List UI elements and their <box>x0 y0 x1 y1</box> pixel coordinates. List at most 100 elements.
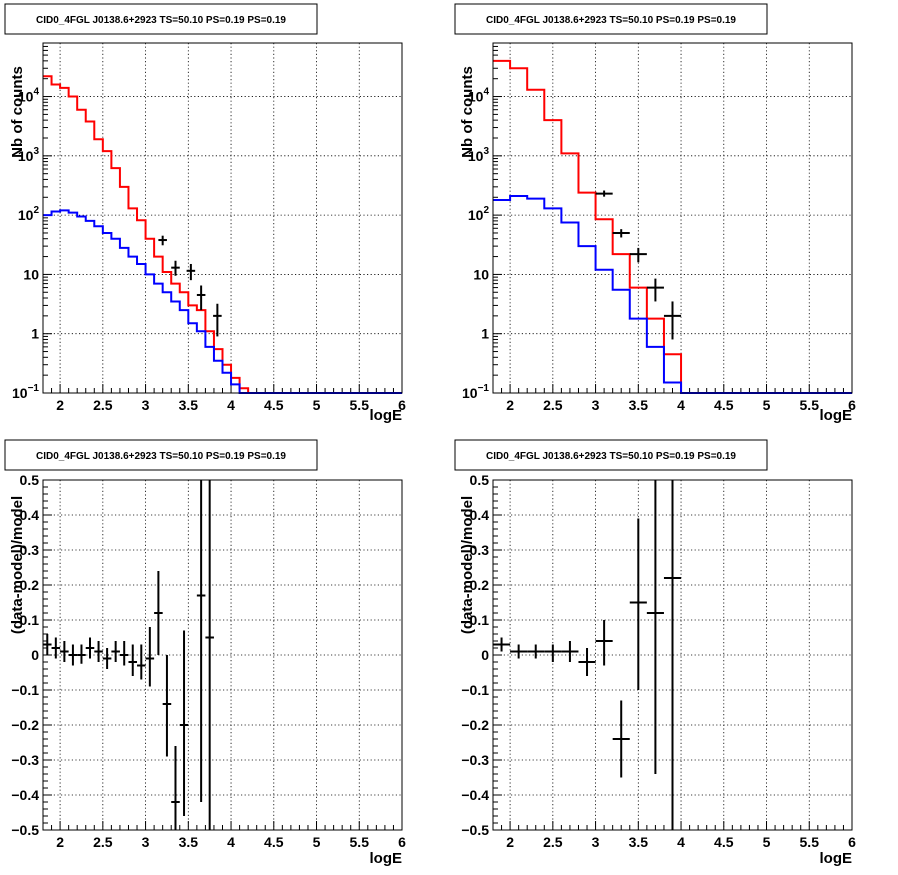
x-tick-label: 4 <box>677 834 685 850</box>
x-tick-labels: 2 2.5 3 3.5 4 4.5 5 5.5 6 <box>56 834 406 850</box>
data-point <box>595 190 613 197</box>
data-point <box>145 627 155 687</box>
data-point <box>85 637 95 659</box>
y-tick-label: 0.3 <box>20 542 40 558</box>
data-point <box>595 620 613 666</box>
panel-bottom-left: CID0_4FGL J0138.6+2923 TS=50.10 PS=0.19 … <box>4 439 406 867</box>
x-tick-labels: 2 2.5 3 3.5 4 4.5 5 5.5 6 <box>56 397 406 413</box>
plot-frame <box>492 479 853 831</box>
y-tick-label: 104 <box>18 87 40 105</box>
model-histogram-red <box>43 75 402 394</box>
y-tick-label: −0.2 <box>11 717 39 733</box>
x-tick-label: 5 <box>313 397 321 413</box>
data-point <box>171 260 180 276</box>
x-tick-label: 4 <box>227 834 235 850</box>
data-point <box>137 644 146 680</box>
y-tick-label: 10 <box>473 266 489 282</box>
data-point <box>51 637 61 659</box>
grid-lines <box>43 43 402 393</box>
x-tick-label: 6 <box>398 834 406 850</box>
plot-frame <box>492 42 853 394</box>
y-tick-label: 1 <box>481 326 489 342</box>
x-tick-label: 4 <box>677 397 685 413</box>
y-tick-label: 0.5 <box>470 472 490 488</box>
x-tick-label: 6 <box>398 397 406 413</box>
grid-lines <box>493 43 852 393</box>
data-point <box>128 644 138 676</box>
y-axis-title: (data-model)/model <box>459 496 476 634</box>
chart-title-box <box>454 439 768 471</box>
data-point <box>510 644 528 659</box>
model-histogram-blue <box>493 195 852 394</box>
chart-title: CID0_4FGL J0138.6+2923 TS=50.10 PS=0.19 … <box>36 451 286 462</box>
data-point <box>186 263 196 281</box>
data-point <box>493 637 511 652</box>
y-tick-label: −0.3 <box>461 752 489 768</box>
y-tick-label: −0.4 <box>11 787 39 803</box>
y-tick-label: 0.1 <box>20 612 40 628</box>
x-axis-title: logE <box>370 850 403 867</box>
x-tick-label: 6 <box>848 397 856 413</box>
model-histogram-red <box>493 59 852 394</box>
y-tick-label: 0.2 <box>470 577 490 593</box>
data-point <box>646 278 664 302</box>
model-histogram-blue <box>43 209 402 394</box>
plot-frame <box>42 42 403 394</box>
data-point <box>94 641 103 662</box>
data-point <box>102 648 112 669</box>
y-tick-label: −0.4 <box>461 787 489 803</box>
y-tick-label: 0.5 <box>20 472 40 488</box>
data-point <box>179 630 189 816</box>
y-tick-label: 10−1 <box>462 383 489 401</box>
x-tick-label: 5.5 <box>350 834 370 850</box>
data-point <box>68 644 78 666</box>
y-tick-labels: −0.5 −0.4 −0.3 −0.2 −0.1 0 0.1 0.2 0.3 0.4 0.5 <box>11 472 39 838</box>
data-point <box>629 518 647 690</box>
data-point <box>43 634 52 655</box>
axis-ticks <box>492 42 853 394</box>
grid-lines <box>493 480 852 830</box>
x-tick-label: 3 <box>142 397 150 413</box>
data-points <box>158 235 222 337</box>
y-tick-labels: 10−1 1 10 102 103 104 <box>12 87 39 401</box>
x-tick-label: 4.5 <box>264 834 284 850</box>
y-tick-label: 1 <box>31 326 39 342</box>
y-tick-label: 104 <box>468 87 490 105</box>
panel-bottom-right: CID0_4FGL J0138.6+2923 TS=50.10 PS=0.19 … <box>454 439 856 867</box>
x-tick-label: 5.5 <box>800 397 820 413</box>
y-tick-label: −0.2 <box>461 717 489 733</box>
axis-ticks <box>42 42 403 394</box>
y-tick-label: −0.5 <box>11 822 39 838</box>
y-tick-label: 0.1 <box>470 612 490 628</box>
data-point <box>205 480 214 830</box>
x-tick-label: 5 <box>763 834 771 850</box>
x-tick-label: 2 <box>506 397 514 413</box>
x-tick-label: 5.5 <box>800 834 820 850</box>
data-points <box>493 480 682 830</box>
y-tick-label: 103 <box>18 146 40 164</box>
y-tick-label: 10−1 <box>12 383 39 401</box>
chart-title: CID0_4FGL J0138.6+2923 TS=50.10 PS=0.19 … <box>36 15 286 26</box>
y-tick-label: −0.1 <box>461 682 489 698</box>
chart-title-box <box>4 439 318 471</box>
x-tick-label: 2.5 <box>93 834 113 850</box>
panel-top-right: CID0_4FGL J0138.6+2923 TS=50.10 PS=0.19 … <box>454 3 856 424</box>
y-tick-labels: 10−1 1 10 102 103 104 <box>462 87 489 401</box>
data-point <box>162 655 172 757</box>
x-tick-label: 4.5 <box>714 397 734 413</box>
x-axis-title: logE <box>820 850 853 867</box>
x-tick-label: 2 <box>56 834 64 850</box>
x-axis-title: logE <box>370 407 403 424</box>
data-points <box>595 190 682 340</box>
y-axis-title: Nb of counts <box>9 66 26 158</box>
y-tick-label: 0 <box>31 647 39 663</box>
data-point <box>196 285 206 311</box>
y-tick-label: 102 <box>468 205 490 223</box>
y-tick-label: −0.3 <box>11 752 39 768</box>
y-tick-label: 0.4 <box>20 507 40 523</box>
data-point <box>646 480 664 774</box>
chart-title: CID0_4FGL J0138.6+2923 TS=50.10 PS=0.19 … <box>486 15 736 26</box>
chart-title-box <box>4 3 318 35</box>
y-axis-title: Nb of counts <box>459 66 476 158</box>
y-axis-title: (data-model)/model <box>9 496 26 634</box>
